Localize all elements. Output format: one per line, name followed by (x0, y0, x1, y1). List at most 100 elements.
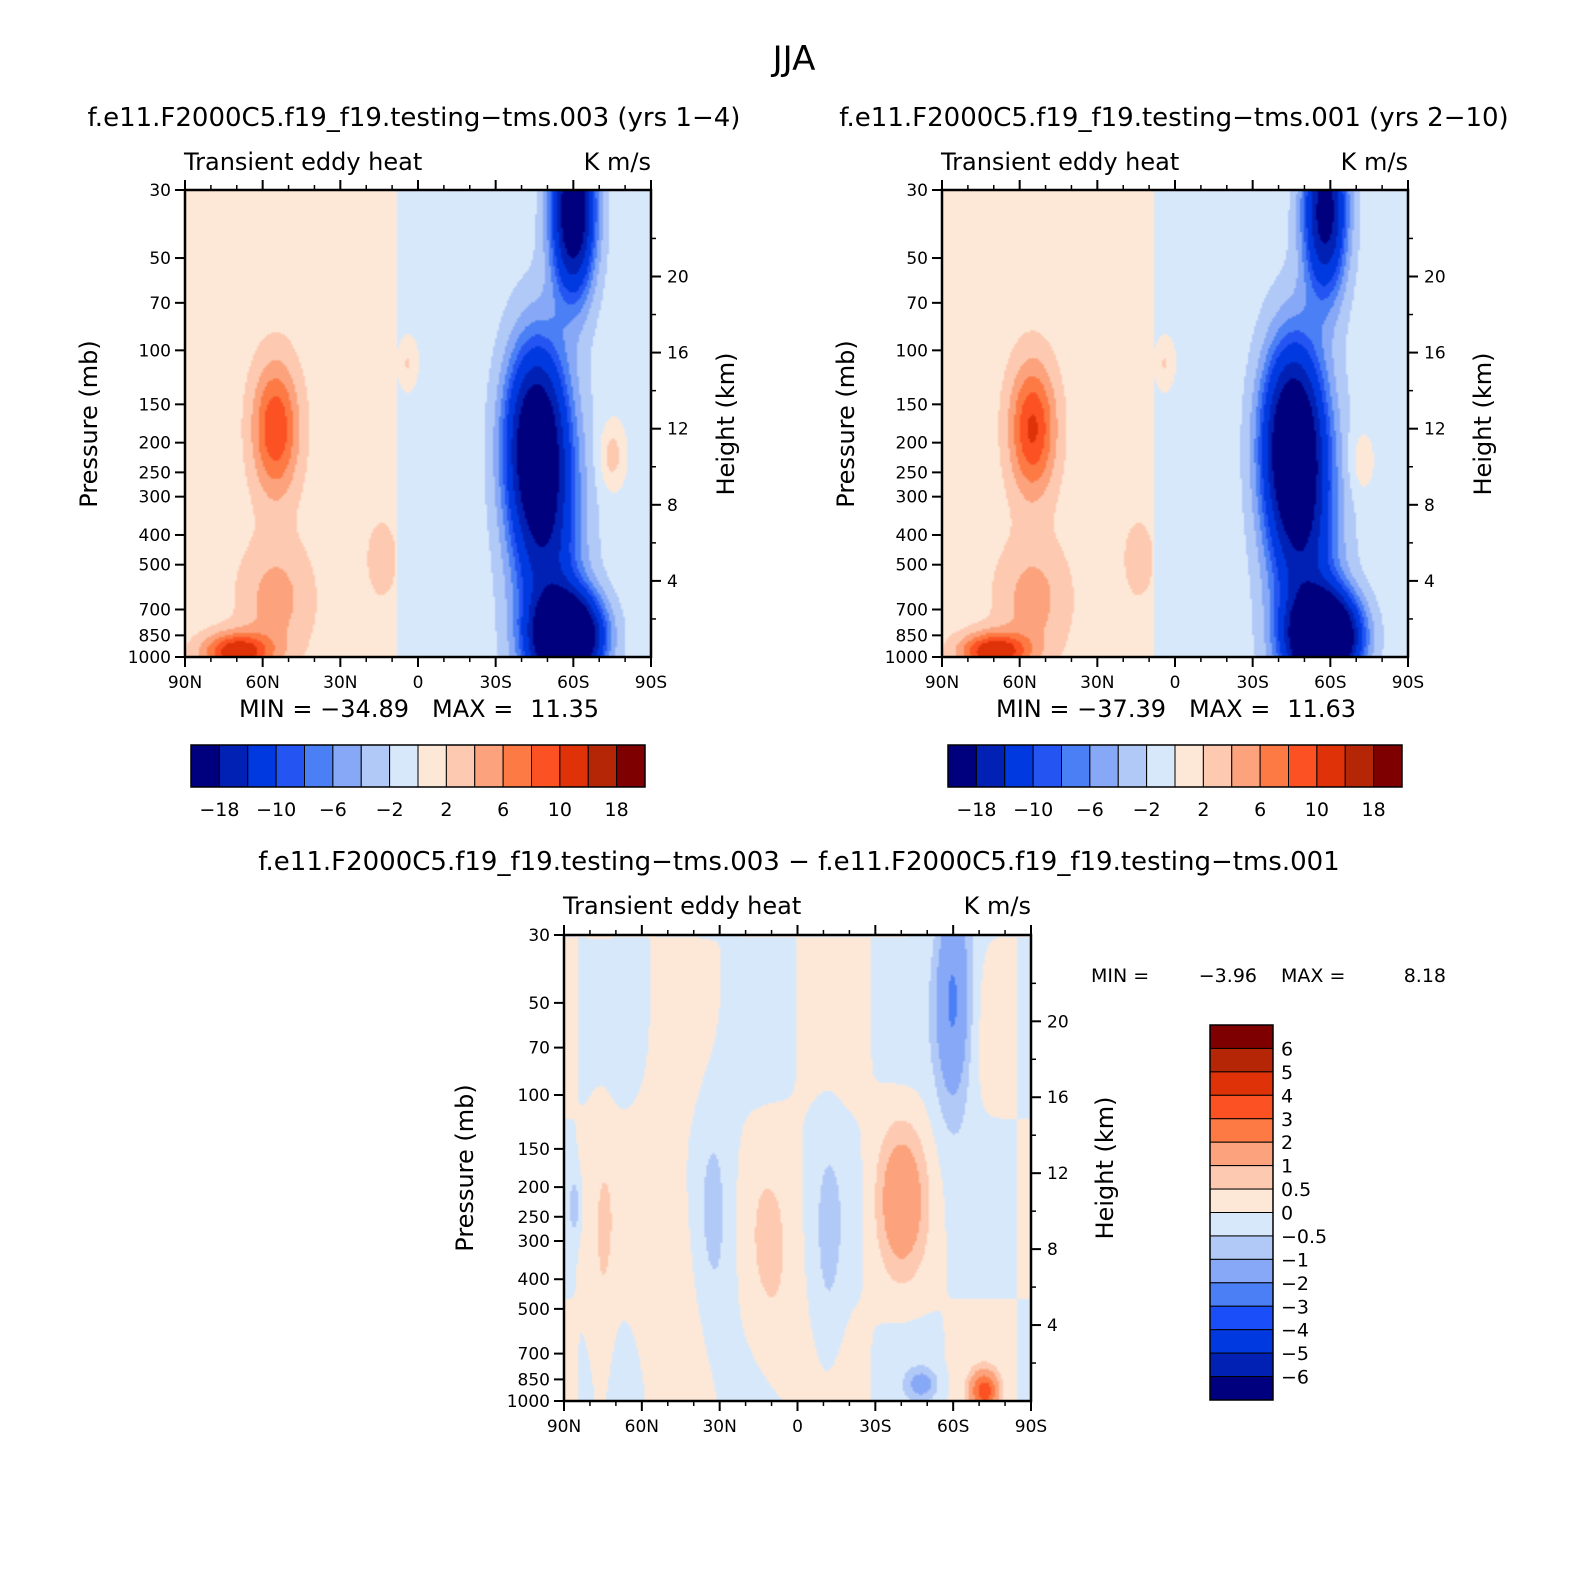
panel-3-variable-label: Transient eddy heat (562, 892, 801, 920)
y2-tick-label: 4 (1047, 1316, 1058, 1336)
colorbar-swatch (947, 744, 977, 788)
y-tick-label: 250 (896, 463, 928, 483)
colorbar-frame (1209, 1024, 1274, 1401)
x-tick-label: 60N (245, 673, 279, 693)
panel-1-variable-label: Transient eddy heat (183, 148, 422, 176)
colorbar-label: −6 (1076, 799, 1104, 821)
y-tick-label: 1000 (507, 1392, 550, 1412)
colorbar-swatch (1117, 744, 1148, 788)
y-tick-label: 700 (139, 600, 171, 620)
colorbar-swatch (389, 744, 419, 788)
colorbar-label: 18 (1362, 799, 1386, 821)
colorbar-swatch (1174, 744, 1204, 788)
colorbar-swatch (218, 744, 249, 788)
panel-1-title: f.e11.F2000C5.f19_f19.testing−tms.003 (y… (88, 103, 741, 133)
y-tick-label: 200 (518, 1178, 550, 1198)
colorbar-swatch (1259, 744, 1289, 788)
colorbar-swatch (1209, 1212, 1274, 1237)
panel-1-ylabel: Pressure (mb) (75, 340, 103, 507)
panel-3-ylabel: Pressure (mb) (451, 1084, 479, 1251)
y-tick-label: 100 (518, 1086, 550, 1106)
panel-1-contour-field (185, 190, 651, 657)
colorbar-frame (947, 744, 1403, 788)
colorbar-swatch (1209, 1258, 1274, 1284)
panel-2-ylabel: Pressure (mb) (832, 340, 860, 507)
x-tick-label: 90S (635, 673, 667, 693)
colorbar-swatch (1202, 744, 1233, 788)
y2-tick-label: 20 (1424, 267, 1446, 287)
panel-2-field (942, 190, 1408, 657)
y2-tick-label: 4 (667, 572, 678, 592)
colorbar-label: 4 (1281, 1085, 1293, 1107)
panel-3-min-value: −3.96 (1199, 965, 1257, 987)
y2-tick-label: 8 (1424, 496, 1435, 516)
y-tick-label: 850 (139, 626, 171, 646)
x-tick-label: 30S (859, 1417, 891, 1437)
colorbar-swatch (1209, 1305, 1274, 1331)
x-tick-label: 0 (413, 673, 424, 693)
y2-tick-label: 20 (1047, 1012, 1069, 1032)
colorbar-label: −6 (1281, 1367, 1309, 1389)
y-tick-label: 200 (139, 434, 171, 454)
colorbar-label: 6 (1254, 799, 1266, 821)
panel-2-contour-field (942, 190, 1408, 657)
y-tick-label: 70 (906, 294, 928, 314)
colorbar-swatch (1004, 744, 1034, 788)
y-tick-label: 400 (139, 526, 171, 546)
panel-2-y2label: Height (km) (1469, 353, 1497, 496)
colorbar-frame (190, 744, 646, 788)
colorbar-swatch (1209, 1047, 1274, 1073)
x-tick-label: 60S (557, 673, 589, 693)
colorbar-label: 10 (548, 799, 572, 821)
colorbar-swatch (332, 744, 362, 788)
panel-2-variable-label: Transient eddy heat (940, 148, 1179, 176)
y-tick-label: 200 (896, 434, 928, 454)
colorbar-label: −6 (319, 799, 347, 821)
colorbar-swatch (247, 744, 277, 788)
panel-3-units-label: K m/s (964, 892, 1031, 920)
colorbar-swatch (975, 744, 1006, 788)
colorbar-swatch (1209, 1165, 1274, 1190)
y-tick-label: 30 (906, 181, 928, 201)
colorbar-label: 3 (1281, 1109, 1293, 1131)
y-tick-label: 50 (528, 994, 550, 1014)
colorbar-label: 6 (497, 799, 509, 821)
colorbar-swatch (1209, 1094, 1274, 1120)
y2-tick-label: 16 (667, 344, 689, 364)
x-tick-label: 60N (1002, 673, 1036, 693)
x-tick-label: 90N (547, 1417, 581, 1437)
x-tick-label: 30N (702, 1417, 736, 1437)
y-tick-label: 850 (896, 626, 928, 646)
panel-3: f.e11.F2000C5.f19_f19.testing−tms.003 − … (258, 847, 1446, 1437)
y2-tick-label: 12 (1424, 420, 1446, 440)
y-tick-label: 30 (149, 181, 171, 201)
colorbar-swatch (1231, 744, 1261, 788)
x-tick-label: 90S (1015, 1417, 1047, 1437)
colorbar-swatch (190, 744, 220, 788)
panel-1: f.e11.F2000C5.f19_f19.testing−tms.003 (y… (75, 103, 740, 821)
colorbar-swatch (1209, 1024, 1274, 1049)
colorbar-swatch (1344, 744, 1375, 788)
y-tick-label: 250 (518, 1208, 550, 1228)
colorbar-label: −10 (256, 799, 296, 821)
colorbar-swatch (417, 744, 447, 788)
y2-tick-label: 8 (1047, 1240, 1058, 1260)
colorbar-swatch (1209, 1141, 1274, 1167)
colorbar-swatch (360, 744, 391, 788)
colorbar-swatch (445, 744, 476, 788)
y2-tick-label: 12 (1047, 1164, 1069, 1184)
x-tick-label: 90S (1392, 673, 1424, 693)
figure-title: JJA (771, 39, 816, 79)
colorbar-label: −18 (956, 799, 996, 821)
y-tick-label: 70 (528, 1039, 550, 1059)
panel-1-y2label: Height (km) (712, 353, 740, 496)
panel-3-contour-field (564, 935, 1031, 1401)
colorbar-swatch (1209, 1329, 1274, 1354)
colorbar-swatch (1209, 1071, 1274, 1096)
colorbar-label: −1 (1281, 1249, 1309, 1271)
colorbar-label: 1 (1281, 1156, 1293, 1178)
y-tick-label: 50 (906, 249, 928, 269)
colorbar-swatch (1209, 1235, 1274, 1260)
panel-2-min-label: MIN = (996, 695, 1069, 723)
panel-3-y2label: Height (km) (1091, 1097, 1119, 1240)
